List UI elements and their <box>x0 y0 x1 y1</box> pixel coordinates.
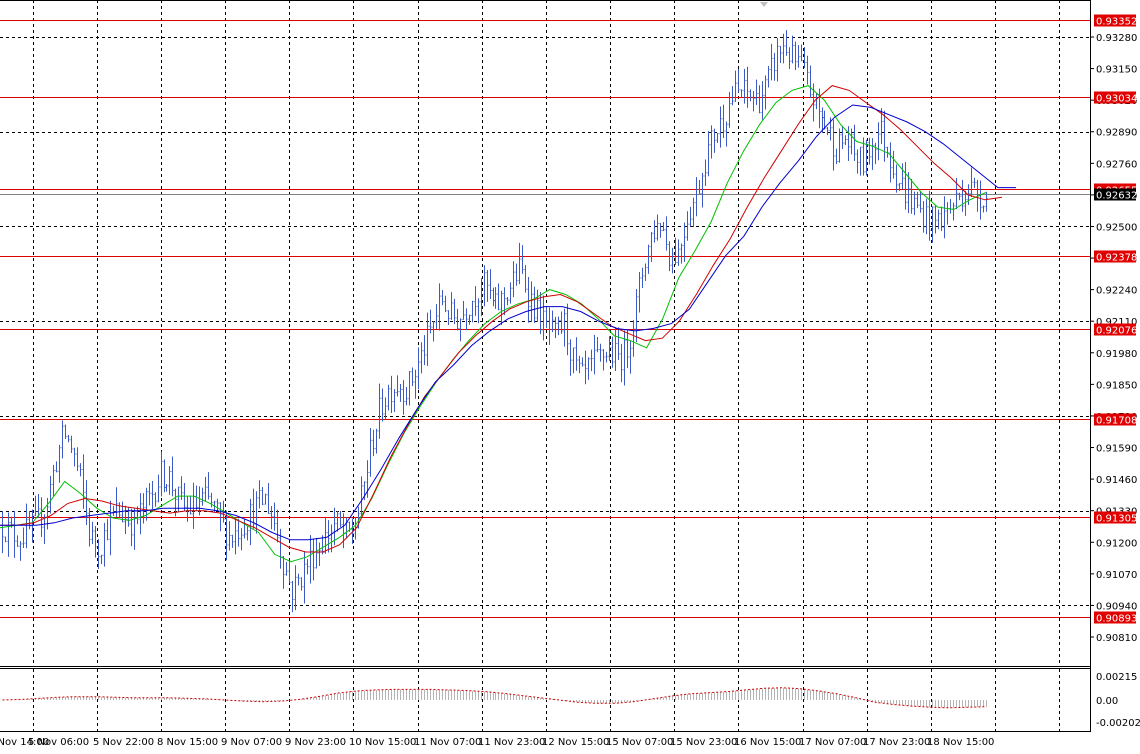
x-tick-label: 9 Nov 07:00 <box>221 737 282 748</box>
price-candles <box>1 30 988 613</box>
y-tick-label: 0.92110 <box>1096 317 1137 328</box>
x-tick-label: 11 Nov 23:00 <box>478 737 545 748</box>
x-tick-label: 8 Nov 15:00 <box>157 737 218 748</box>
level-label: 0.93352 <box>1096 17 1137 28</box>
x-tick-label: 17 Nov 07:00 <box>799 737 866 748</box>
current-price-label: 0.92632 <box>1096 191 1137 202</box>
y-tick-label: 0.90940 <box>1096 601 1137 612</box>
x-tick-label: 4 Nov 14:00 <box>0 737 49 748</box>
oscillator-tick-label: 0.00 <box>1096 696 1118 707</box>
level-label: 0.92076 <box>1096 326 1137 337</box>
moving-averages <box>0 85 1016 563</box>
level-label: 0.92378 <box>1096 253 1137 264</box>
oscillator-signal-line <box>2 687 987 709</box>
x-tick-label: 5 Nov 06:00 <box>28 737 89 748</box>
y-tick-label: 0.91980 <box>1096 349 1137 360</box>
level-label-bg <box>1094 511 1136 524</box>
y-tick-label: 0.91070 <box>1096 570 1137 581</box>
level-label: 0.91708 <box>1096 416 1137 427</box>
y-tick-label: 0.92240 <box>1096 286 1137 297</box>
moving-average-line <box>0 85 1003 553</box>
level-label-bg <box>1094 323 1136 336</box>
y-tick-label: 0.92760 <box>1096 159 1137 170</box>
level-label-bg <box>1094 250 1136 263</box>
y-tick-label: 0.90810 <box>1096 633 1137 644</box>
x-tick-label: 12 Nov 15:00 <box>542 737 609 748</box>
x-tick-label: 5 Nov 22:00 <box>93 737 154 748</box>
level-label: 0.91305 <box>1096 514 1137 525</box>
y-tick-label: 0.93280 <box>1096 33 1137 44</box>
y-tick-label: 0.93150 <box>1096 65 1137 76</box>
x-tick-label: 17 Nov 23:00 <box>863 737 930 748</box>
price-labels: 0.933520.930340.926550.923780.920760.917… <box>1094 14 1137 625</box>
x-tick-label: 16 Nov 15:00 <box>734 737 801 748</box>
scroll-marker-icon <box>760 2 768 7</box>
chart-frames <box>0 0 1091 732</box>
x-tick-label: 10 Nov 15:00 <box>349 737 416 748</box>
level-label-bg <box>1094 14 1136 27</box>
level-label-bg <box>1094 413 1136 426</box>
x-tick-label: 11 Nov 07:00 <box>414 737 481 748</box>
current-price-label-bg <box>1094 188 1136 201</box>
oscillator-tick-label: 0.00215 <box>1096 672 1137 683</box>
y-tick-label: 0.91590 <box>1096 444 1137 455</box>
level-label-bg <box>1094 91 1136 104</box>
level-label-bg <box>1094 611 1136 624</box>
level-label: 0.90893 <box>1096 614 1137 625</box>
moving-average-line <box>0 85 987 563</box>
x-tick-label: 18 Nov 15:00 <box>927 737 994 748</box>
moving-average-line <box>0 104 1016 541</box>
x-tick-label: 9 Nov 23:00 <box>285 737 346 748</box>
level-label: 0.93034 <box>1096 94 1137 105</box>
y-tick-label: 0.91460 <box>1096 475 1137 486</box>
x-tick-label: 15 Nov 23:00 <box>670 737 737 748</box>
y-tick-label: 0.92890 <box>1096 128 1137 139</box>
oscillator-tick-label: -0.002029 <box>1096 718 1140 729</box>
y-tick-label: 0.91850 <box>1096 380 1137 391</box>
y-tick-label: 0.92500 <box>1096 222 1137 233</box>
y-tick-label: 0.91200 <box>1096 538 1137 549</box>
x-tick-label: 15 Nov 07:00 <box>606 737 673 748</box>
oscillator-panel: 0.00215 0.00 -0.002029 <box>2 672 1140 729</box>
